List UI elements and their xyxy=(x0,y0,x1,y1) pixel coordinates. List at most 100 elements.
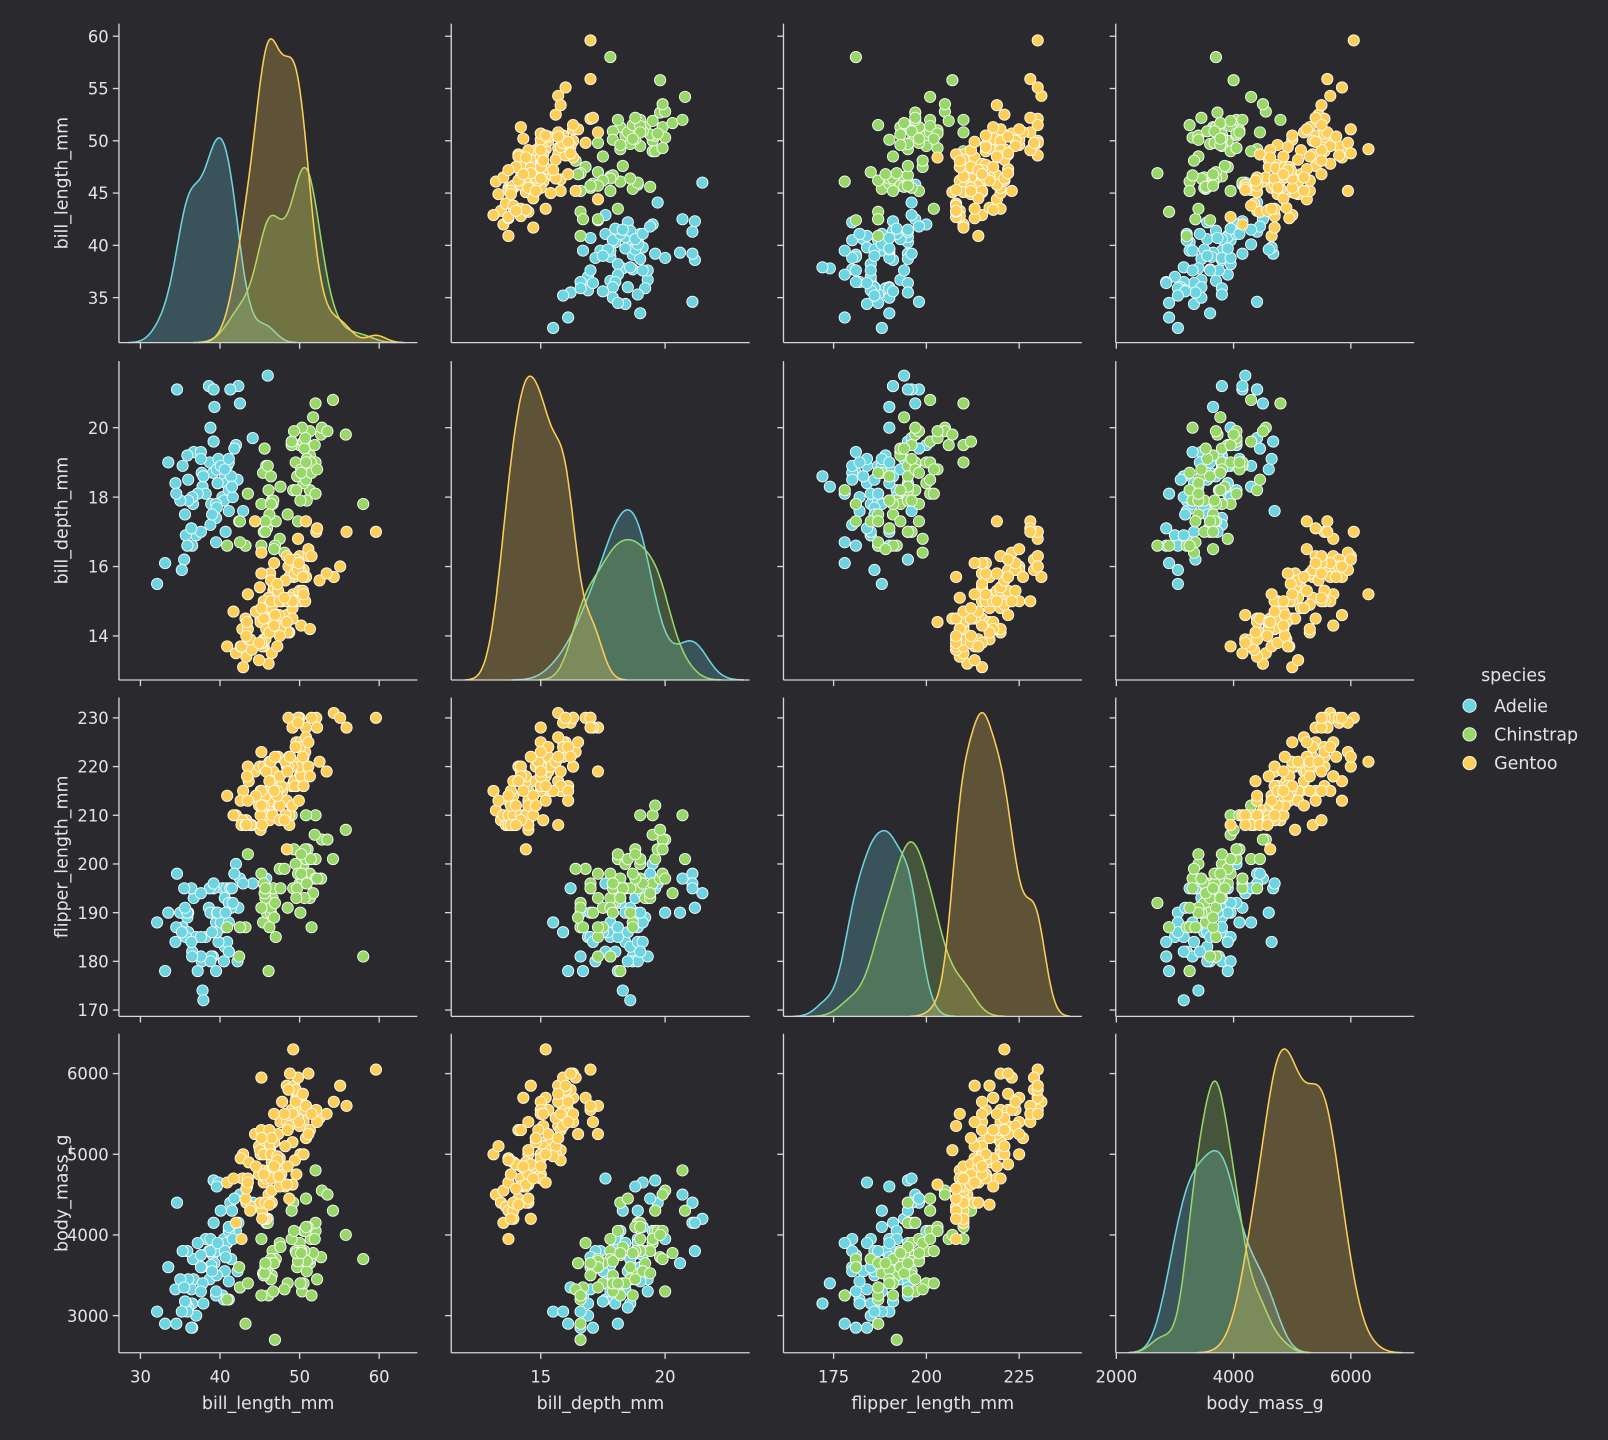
point-gentoo xyxy=(1277,765,1290,778)
point-gentoo xyxy=(229,1216,243,1229)
kde-line-gentoo xyxy=(909,711,1070,1018)
point-gentoo xyxy=(227,605,240,618)
x-axis-label-bill_depth_mm: bill_depth_mm xyxy=(537,1394,665,1414)
point-chinstrap xyxy=(1253,473,1266,486)
point-chinstrap xyxy=(1183,901,1196,914)
point-gentoo xyxy=(584,73,597,86)
point-adelie xyxy=(584,264,597,277)
point-chinstrap xyxy=(1189,213,1202,226)
point-gentoo xyxy=(1292,755,1305,768)
point-gentoo xyxy=(964,602,978,615)
point-adelie xyxy=(151,916,164,929)
point-gentoo xyxy=(529,799,542,812)
point-gentoo xyxy=(987,1180,1000,1193)
point-chinstrap xyxy=(676,113,689,126)
point-adelie xyxy=(228,1192,241,1205)
point-gentoo xyxy=(241,588,254,601)
point-gentoo xyxy=(1035,570,1048,583)
y-tick-label: 200 xyxy=(77,855,108,874)
point-adelie xyxy=(181,539,194,552)
point-gentoo xyxy=(502,1232,515,1246)
point-gentoo xyxy=(591,1128,605,1141)
point-gentoo xyxy=(972,1196,985,1209)
point-adelie xyxy=(686,1196,699,1209)
point-gentoo xyxy=(509,818,522,832)
point-gentoo xyxy=(554,765,567,778)
point-gentoo xyxy=(584,1063,597,1076)
point-gentoo xyxy=(998,108,1011,121)
point-chinstrap xyxy=(1245,435,1258,448)
point-chinstrap xyxy=(311,463,324,476)
point-gentoo xyxy=(514,121,527,134)
point-chinstrap xyxy=(1207,882,1220,895)
point-chinstrap xyxy=(1183,466,1196,479)
point-adelie xyxy=(1171,577,1184,590)
point-gentoo xyxy=(1239,636,1252,649)
point-gentoo xyxy=(320,567,333,580)
point-adelie xyxy=(816,470,829,483)
point-gentoo xyxy=(1262,770,1275,783)
point-gentoo xyxy=(302,1067,315,1080)
point-chinstrap xyxy=(572,1257,585,1270)
point-chinstrap xyxy=(1214,466,1227,479)
kde-line-chinstrap xyxy=(192,166,398,344)
point-gentoo xyxy=(1031,560,1044,573)
point-chinstrap xyxy=(1183,539,1196,552)
point-chinstrap xyxy=(339,1228,352,1241)
point-gentoo xyxy=(492,794,505,807)
point-chinstrap xyxy=(676,1164,689,1177)
point-chinstrap xyxy=(1233,126,1246,139)
point-gentoo xyxy=(554,99,567,112)
point-gentoo xyxy=(931,616,944,629)
point-gentoo xyxy=(305,711,318,724)
point-adelie xyxy=(1245,238,1258,251)
point-gentoo xyxy=(268,619,281,632)
point-chinstrap xyxy=(300,1265,313,1278)
point-gentoo xyxy=(512,1198,525,1211)
kde-fill-gentoo xyxy=(909,712,1070,1017)
point-adelie xyxy=(1204,264,1217,277)
point-adelie xyxy=(875,1220,888,1233)
point-chinstrap xyxy=(931,1224,944,1237)
point-chinstrap xyxy=(890,167,903,180)
point-chinstrap xyxy=(916,154,929,167)
point-chinstrap xyxy=(1215,848,1228,861)
point-gentoo xyxy=(1245,199,1258,212)
point-gentoo xyxy=(1341,136,1354,149)
point-chinstrap xyxy=(924,1204,937,1217)
kde-line-chinstrap xyxy=(1128,1080,1310,1354)
point-adelie xyxy=(849,275,862,289)
point-gentoo xyxy=(1309,612,1322,625)
point-gentoo xyxy=(529,184,542,197)
point-chinstrap xyxy=(872,119,885,132)
point-chinstrap xyxy=(624,1261,637,1274)
point-gentoo xyxy=(979,140,992,154)
point-gentoo xyxy=(296,570,309,583)
point-chinstrap xyxy=(255,1289,268,1302)
point-adelie xyxy=(853,1297,866,1310)
point-chinstrap xyxy=(259,515,272,528)
point-chinstrap xyxy=(890,1333,903,1346)
point-chinstrap xyxy=(1189,921,1202,934)
point-adelie xyxy=(853,456,866,469)
point-gentoo xyxy=(290,1168,303,1181)
point-adelie xyxy=(823,480,836,493)
legend-marker xyxy=(1462,755,1477,771)
point-gentoo xyxy=(1297,184,1310,197)
point-gentoo xyxy=(1281,567,1294,580)
point-chinstrap xyxy=(931,425,944,438)
point-chinstrap xyxy=(604,950,617,963)
point-adelie xyxy=(1256,397,1269,410)
point-chinstrap xyxy=(321,1188,334,1201)
point-adelie xyxy=(901,286,914,299)
kde-fill-adelie xyxy=(511,509,744,681)
point-adelie xyxy=(1239,369,1252,382)
point-gentoo xyxy=(534,1160,547,1173)
point-gentoo xyxy=(1005,595,1018,608)
point-chinstrap xyxy=(678,853,692,866)
point-chinstrap xyxy=(614,964,627,978)
point-gentoo xyxy=(1315,168,1328,181)
point-adelie xyxy=(162,1261,175,1274)
point-adelie xyxy=(584,231,597,245)
point-adelie xyxy=(557,926,570,939)
